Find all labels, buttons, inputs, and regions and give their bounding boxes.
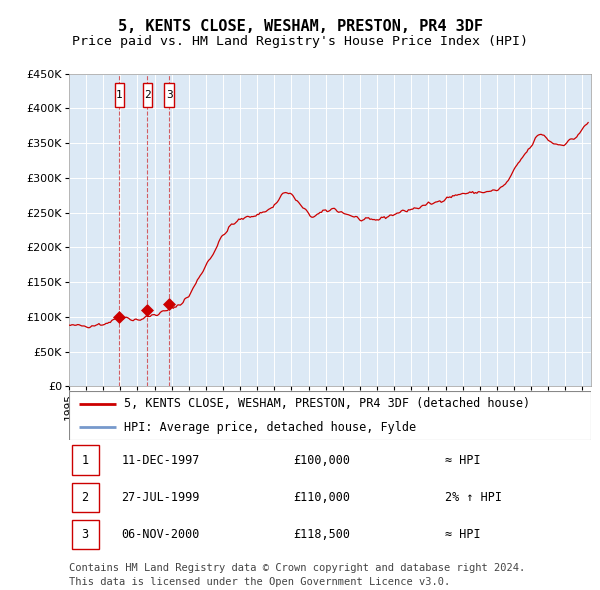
FancyBboxPatch shape <box>69 391 591 440</box>
Text: 11-DEC-1997: 11-DEC-1997 <box>121 454 200 467</box>
Text: £100,000: £100,000 <box>293 454 350 467</box>
Text: Price paid vs. HM Land Registry's House Price Index (HPI): Price paid vs. HM Land Registry's House … <box>72 35 528 48</box>
Text: £110,000: £110,000 <box>293 491 350 504</box>
FancyBboxPatch shape <box>164 83 174 107</box>
Text: 27-JUL-1999: 27-JUL-1999 <box>121 491 200 504</box>
Text: Contains HM Land Registry data © Crown copyright and database right 2024.: Contains HM Land Registry data © Crown c… <box>69 563 525 573</box>
Text: 2: 2 <box>82 491 89 504</box>
FancyBboxPatch shape <box>71 445 99 475</box>
Text: 2% ↑ HPI: 2% ↑ HPI <box>445 491 502 504</box>
FancyBboxPatch shape <box>71 483 99 512</box>
Text: 5, KENTS CLOSE, WESHAM, PRESTON, PR4 3DF (detached house): 5, KENTS CLOSE, WESHAM, PRESTON, PR4 3DF… <box>124 397 530 410</box>
Text: 06-NOV-2000: 06-NOV-2000 <box>121 528 200 541</box>
FancyBboxPatch shape <box>115 83 124 107</box>
FancyBboxPatch shape <box>143 83 152 107</box>
Text: 2: 2 <box>144 90 151 100</box>
FancyBboxPatch shape <box>71 520 99 549</box>
Text: 1: 1 <box>82 454 89 467</box>
Text: 5, KENTS CLOSE, WESHAM, PRESTON, PR4 3DF: 5, KENTS CLOSE, WESHAM, PRESTON, PR4 3DF <box>118 19 482 34</box>
Text: HPI: Average price, detached house, Fylde: HPI: Average price, detached house, Fyld… <box>124 421 416 434</box>
Text: 3: 3 <box>82 528 89 541</box>
Text: This data is licensed under the Open Government Licence v3.0.: This data is licensed under the Open Gov… <box>69 577 450 587</box>
Text: 3: 3 <box>166 90 172 100</box>
Text: ≈ HPI: ≈ HPI <box>445 528 481 541</box>
Text: £118,500: £118,500 <box>293 528 350 541</box>
Text: 1: 1 <box>116 90 122 100</box>
Text: ≈ HPI: ≈ HPI <box>445 454 481 467</box>
